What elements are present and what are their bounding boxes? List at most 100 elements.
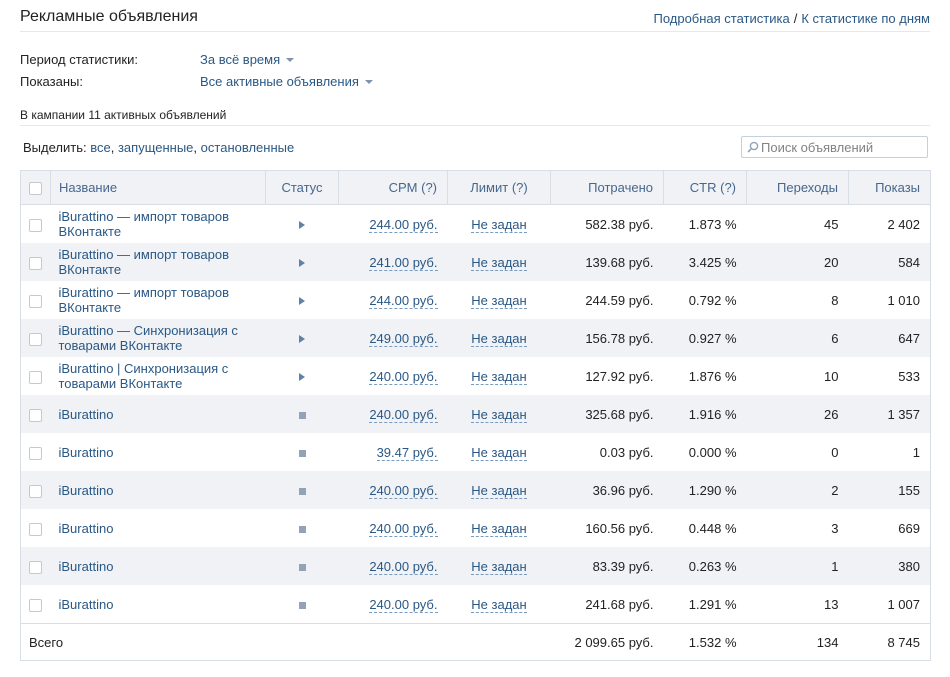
stop-icon[interactable] [298,411,306,419]
col-ctr[interactable]: CTR (?) [663,170,747,205]
ctr-cell: 0.000 % [688,444,737,460]
play-icon[interactable] [299,297,305,306]
col-clicks[interactable]: Переходы [746,170,849,205]
stats-by-days-link[interactable]: К статистике по дням [801,11,930,26]
play-icon[interactable] [299,259,305,268]
detailed-stats-link[interactable]: Подробная статистика [653,11,790,26]
shown-dropdown[interactable]: Все активные объявления [200,74,373,89]
ad-name-link[interactable]: iBurattino — Синхронизация с товарами ВК… [58,323,238,353]
cpm-value[interactable]: 241.00 руб. [369,254,438,271]
cpm-value[interactable]: 240.00 руб. [369,406,438,423]
cpm-value[interactable]: 240.00 руб. [369,368,438,385]
period-dropdown[interactable]: За всё время [200,52,295,67]
limit-value[interactable]: Не задан [471,596,527,613]
cpm-value[interactable]: 240.00 руб. [369,520,438,537]
limit-value[interactable]: Не задан [471,406,527,423]
cpm-cell: 240.00 руб. [338,395,448,433]
impressions-cell: 155 [848,471,931,509]
ad-name-link[interactable]: iBurattino [58,444,114,460]
row-checkbox-cell [20,395,51,433]
ad-name-link[interactable]: iBurattino [58,406,114,422]
col-spent[interactable]: Потрачено [550,170,664,205]
row-checkbox[interactable] [29,598,43,612]
play-icon[interactable] [299,221,305,230]
cpm-value[interactable]: 240.00 руб. [369,596,438,613]
total-ctr: 1.532 % [663,623,747,661]
row-checkbox[interactable] [29,446,43,460]
search-input[interactable] [761,139,921,155]
limit-value[interactable]: Не задан [471,216,527,233]
stop-icon[interactable] [298,601,306,609]
ad-name-link[interactable]: iBurattino [58,482,114,498]
select-all-link[interactable]: все [90,140,111,155]
limit-value[interactable]: Не задан [471,520,527,537]
col-limit[interactable]: Лимит (?) [447,170,551,205]
limit-value[interactable]: Не задан [471,444,527,461]
table-header: Название Статус CPM (?) Лимит (?) Потрач… [20,170,931,205]
spent-cell: 0.03 руб. [599,444,654,460]
status-cell [266,357,339,395]
period-value: За всё время [200,52,281,67]
row-checkbox[interactable] [29,560,43,574]
cpm-value[interactable]: 244.00 руб. [369,292,438,309]
status-cell [265,243,339,281]
ad-name-cell: iBurattino [51,585,266,624]
campaign-count: В кампании 11 активных объявлений [20,108,930,126]
cpm-cell: 240.00 руб. [339,357,448,395]
cpm-value[interactable]: 249.00 руб. [369,330,438,347]
row-checkbox[interactable] [29,294,43,308]
status-cell [265,547,339,585]
play-icon[interactable] [299,373,305,382]
limit-value[interactable]: Не задан [471,482,527,499]
limit-value[interactable]: Не задан [471,330,527,347]
spent-cell: 139.68 руб. [550,243,664,281]
select-running-link[interactable]: запущенные [117,140,194,155]
spent-cell: 325.68 руб. [550,395,664,433]
limit-value[interactable]: Не задан [471,368,527,385]
row-checkbox[interactable] [29,408,43,422]
limit-value[interactable]: Не задан [471,558,527,575]
row-checkbox[interactable] [29,484,43,498]
row-checkbox[interactable] [29,522,43,536]
ad-name-link[interactable]: iBurattino — импорт товаров ВКонтакте [58,209,230,239]
table-row: iBurattino — Синхронизация с товарами ВК… [20,319,931,357]
col-cpm[interactable]: CPM (?) [338,170,448,205]
stop-icon[interactable] [298,487,306,495]
stop-icon[interactable] [298,525,306,533]
col-name[interactable]: Название [50,170,266,205]
select-stopped-link[interactable]: остановленные [200,140,295,155]
limit-value[interactable]: Не задан [471,254,527,271]
row-checkbox[interactable] [29,218,43,232]
cpm-value[interactable]: 240.00 руб. [369,482,438,499]
row-checkbox[interactable] [29,370,43,384]
cpm-value[interactable]: 244.00 руб. [369,216,438,233]
ad-name-link[interactable]: iBurattino [58,520,114,536]
stop-icon[interactable] [298,449,306,457]
ad-name-cell: iBurattino | Синхронизация с товарами ВК… [51,357,266,395]
stop-icon[interactable] [298,563,306,571]
row-checkbox[interactable] [29,256,43,270]
ad-name-link[interactable]: iBurattino | Синхронизация с товарами ВК… [58,361,229,391]
select-all-checkbox[interactable] [29,182,42,196]
limit-value[interactable]: Не задан [471,292,527,309]
cpm-cell: 240.00 руб. [339,509,448,547]
caret-down-icon [286,58,295,62]
ad-name-link[interactable]: iBurattino [58,596,114,612]
ad-name-cell: iBurattino [50,395,266,433]
ctr-cell: 3.425 % [663,243,747,281]
row-checkbox-cell [21,281,51,319]
play-icon[interactable] [299,335,305,344]
clicks-cell: 20 [746,243,849,281]
spent-cell: 241.68 руб. [585,596,654,612]
ad-name-link[interactable]: iBurattino — импорт товаров ВКонтакте [58,285,230,315]
ad-name-link[interactable]: iBurattino [58,558,114,574]
impressions-cell: 1 357 [848,395,931,433]
search-box[interactable] [741,136,928,158]
col-impressions[interactable]: Показы [848,170,931,205]
col-status[interactable]: Статус [265,170,339,205]
row-checkbox[interactable] [29,332,43,346]
cpm-value[interactable]: 240.00 руб. [369,558,438,575]
impressions-cell: 669 [898,520,920,536]
cpm-value[interactable]: 39.47 руб. [376,444,438,461]
ad-name-link[interactable]: iBurattino — импорт товаров ВКонтакте [58,247,230,277]
